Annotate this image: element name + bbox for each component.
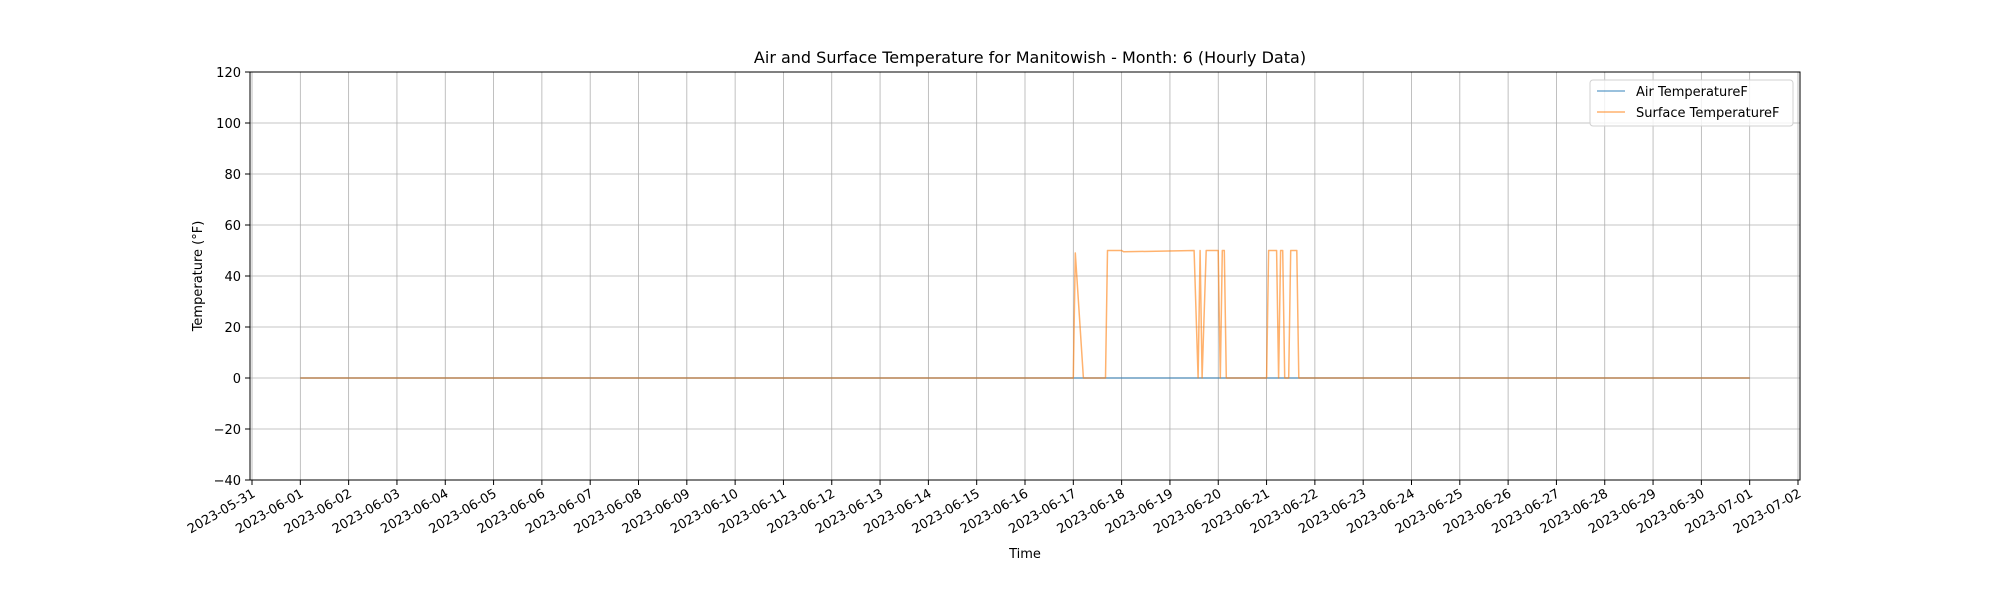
x-axis: 2023-05-312023-06-012023-06-022023-06-03… <box>185 480 1804 537</box>
chart-title: Air and Surface Temperature for Manitowi… <box>754 48 1306 67</box>
legend-label: Surface TemperatureF <box>1636 106 1779 121</box>
grid <box>250 71 1800 481</box>
legend-box <box>1589 79 1794 127</box>
y-axis-label: Temperature (°F) <box>191 221 206 333</box>
y-tick-label: 40 <box>224 270 241 285</box>
y-tick-label: −20 <box>214 423 241 438</box>
legend-label: Air TemperatureF <box>1636 85 1748 100</box>
y-tick-label: 0 <box>233 372 241 387</box>
y-tick-label: 60 <box>224 219 241 234</box>
y-tick-label: 20 <box>224 321 241 336</box>
y-tick-label: 100 <box>216 117 241 132</box>
y-tick-label: 80 <box>224 168 241 183</box>
legend: Air TemperatureF Surface TemperatureF <box>1589 79 1794 127</box>
y-axis: −40 −20 0 20 40 60 80 100 120 <box>214 66 250 489</box>
y-tick-label: 120 <box>216 66 241 81</box>
x-axis-label: Time <box>1008 547 1041 562</box>
series-layer <box>300 249 1750 379</box>
series-line <box>300 249 1750 379</box>
y-tick-label: −40 <box>214 474 241 489</box>
